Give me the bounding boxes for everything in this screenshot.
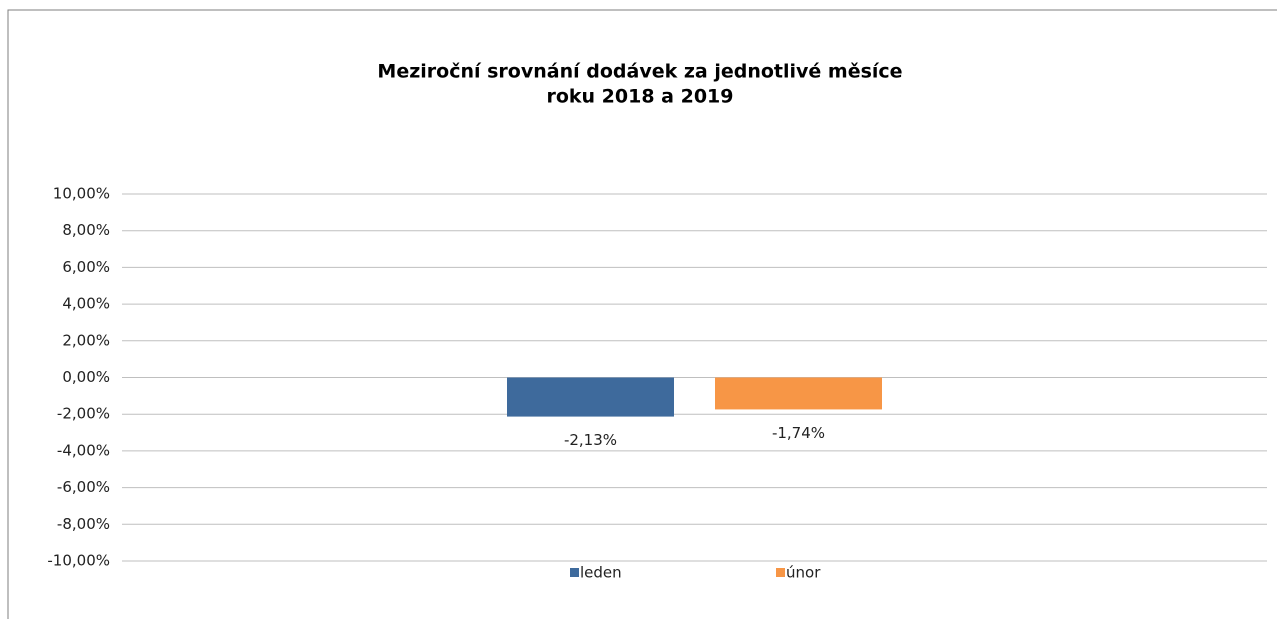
- y-tick-label: -6,00%: [57, 478, 110, 496]
- bar: [715, 377, 882, 410]
- y-tick-label: -2,00%: [57, 405, 110, 423]
- y-tick-label: 0,00%: [62, 368, 110, 386]
- chart-title: roku 2018 a 2019: [546, 86, 733, 108]
- y-tick-label: 8,00%: [62, 221, 110, 239]
- legend-label: leden: [580, 564, 622, 582]
- y-tick-label: 2,00%: [62, 331, 110, 349]
- y-tick-label: 4,00%: [62, 295, 110, 313]
- y-tick-label: -8,00%: [57, 515, 110, 533]
- data-label: -1,74%: [772, 424, 825, 442]
- y-tick-label: -10,00%: [47, 552, 110, 570]
- chart-title: Meziroční srovnání dodávek za jednotlivé…: [377, 61, 902, 83]
- y-tick-label: 10,00%: [53, 185, 110, 203]
- bar: [507, 377, 674, 417]
- legend-label: únor: [786, 564, 821, 582]
- y-tick-label: 6,00%: [62, 258, 110, 276]
- data-label: -2,13%: [564, 431, 617, 449]
- legend-swatch: [570, 568, 579, 577]
- legend-swatch: [776, 568, 785, 577]
- y-tick-label: -4,00%: [57, 441, 110, 459]
- chart-frame: [7, 9, 1277, 619]
